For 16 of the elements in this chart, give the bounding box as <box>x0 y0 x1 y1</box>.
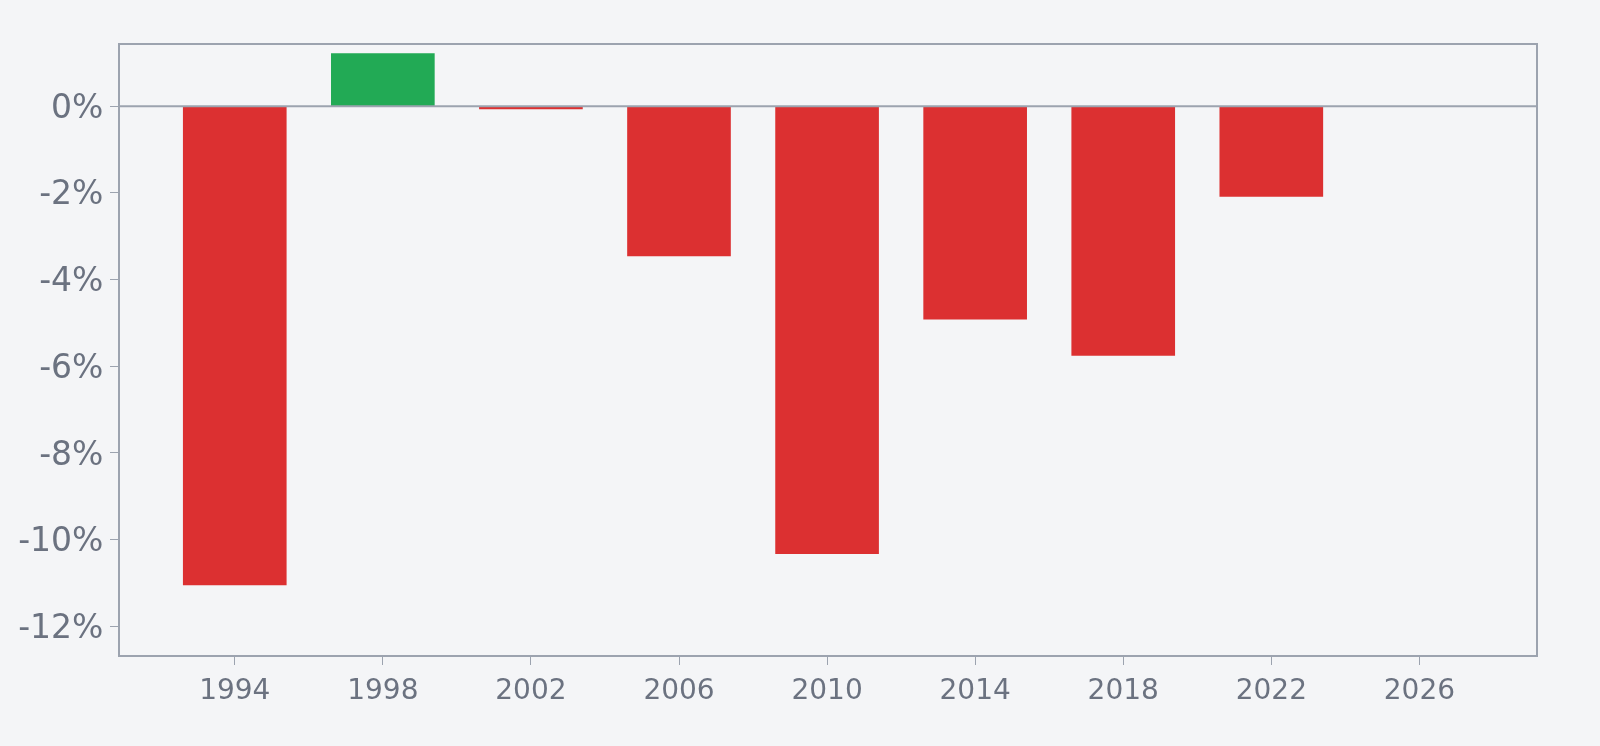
y-tick-label: -6% <box>39 346 104 386</box>
x-tick-label: 2022 <box>1235 672 1307 706</box>
x-tick-label: 2006 <box>643 672 715 706</box>
y-tick-label: -4% <box>39 260 104 300</box>
x-tick-label: 2010 <box>791 672 863 706</box>
y-tick-label: -2% <box>39 173 104 213</box>
x-tick-label: 2002 <box>495 672 567 706</box>
x-tick-label: 2026 <box>1383 672 1456 706</box>
y-tick-label: 0% <box>51 86 104 126</box>
y-tick-label: -10% <box>18 520 104 560</box>
y-tick-label: -8% <box>39 433 104 473</box>
x-tick-label: 1998 <box>347 672 419 706</box>
x-tick-label: 2014 <box>939 672 1011 706</box>
y-tick-label: -12% <box>18 606 104 646</box>
x-tick-label: 1994 <box>199 672 271 706</box>
x-tick-label: 2018 <box>1087 672 1159 706</box>
